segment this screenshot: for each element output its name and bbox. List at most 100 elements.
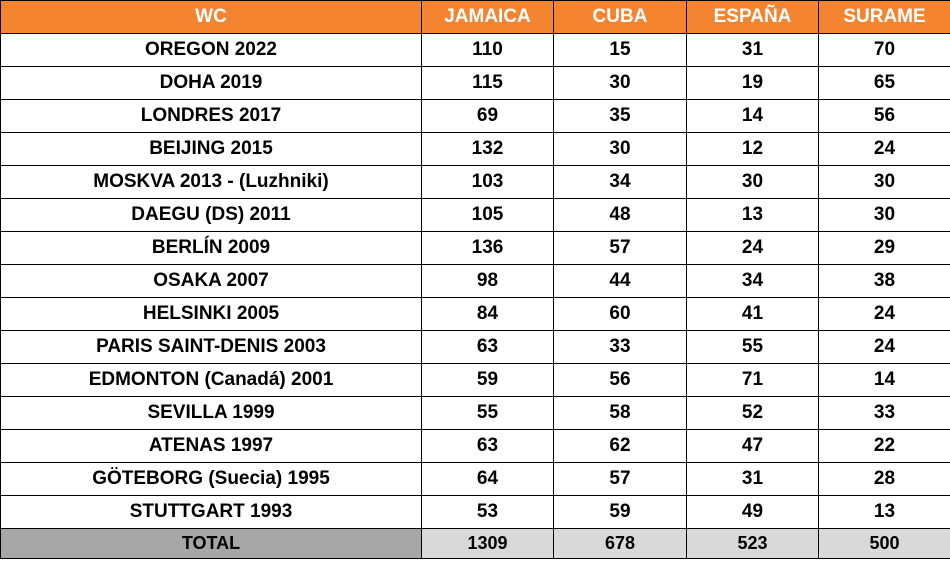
table-row: MOSKVA 2013 - (Luzhniki) 103 34 30 30 [0,165,950,199]
value-cell: 31 [686,462,819,496]
value-cell: 65 [818,66,950,100]
value-cell: 24 [818,132,950,166]
value-cell: 34 [686,264,819,298]
row-label-cell: BERLÍN 2009 [0,231,422,265]
row-label-cell: DAEGU (DS) 2011 [0,198,422,232]
table-row: OSAKA 2007 98 44 34 38 [0,264,950,298]
value-cell: 70 [818,33,950,67]
column-header-españa: ESPAÑA [686,0,819,34]
value-cell: 56 [818,99,950,133]
total-value-cell: 678 [553,528,687,559]
value-cell: 30 [553,66,687,100]
row-label-cell: PARIS SAINT-DENIS 2003 [0,330,422,364]
value-cell: 29 [818,231,950,265]
value-cell: 58 [553,396,687,430]
row-label-cell: OREGON 2022 [0,33,422,67]
table-row: BERLÍN 2009 136 57 24 29 [0,231,950,265]
table-body: OREGON 2022 110 15 31 70 DOHA 2019 115 30 19 65 LO… [0,33,950,529]
value-cell: 30 [818,165,950,199]
value-cell: 55 [421,396,554,430]
row-label-cell: DOHA 2019 [0,66,422,100]
value-cell: 98 [421,264,554,298]
value-cell: 60 [553,297,687,331]
value-cell: 28 [818,462,950,496]
value-cell: 48 [553,198,687,232]
value-cell: 63 [421,429,554,463]
value-cell: 62 [553,429,687,463]
table-row: BEIJING 2015 132 30 12 24 [0,132,950,166]
value-cell: 55 [686,330,819,364]
row-label-cell: MOSKVA 2013 - (Luzhniki) [0,165,422,199]
table-row: GÖTEBORG (Suecia) 1995 64 57 31 28 [0,462,950,496]
value-cell: 110 [421,33,554,67]
table-row: DOHA 2019 115 30 19 65 [0,66,950,100]
value-cell: 33 [818,396,950,430]
value-cell: 15 [553,33,687,67]
value-cell: 132 [421,132,554,166]
value-cell: 30 [553,132,687,166]
value-cell: 49 [686,495,819,529]
value-cell: 103 [421,165,554,199]
column-header-jamaica: JAMAICA [421,0,554,34]
value-cell: 31 [686,33,819,67]
column-header-surame: SURAME [818,0,950,34]
value-cell: 41 [686,297,819,331]
value-cell: 52 [686,396,819,430]
value-cell: 59 [421,363,554,397]
value-cell: 19 [686,66,819,100]
value-cell: 44 [553,264,687,298]
column-header-wc: WC [0,0,422,34]
value-cell: 30 [686,165,819,199]
value-cell: 38 [818,264,950,298]
value-cell: 12 [686,132,819,166]
value-cell: 47 [686,429,819,463]
total-value-cell: 500 [818,528,950,559]
value-cell: 14 [686,99,819,133]
table-row: LONDRES 2017 69 35 14 56 [0,99,950,133]
total-row: TOTAL 1309 678 523 500 [0,528,950,559]
column-header-cuba: CUBA [553,0,687,34]
value-cell: 71 [686,363,819,397]
table-row: PARIS SAINT-DENIS 2003 63 33 55 24 [0,330,950,364]
total-label-cell: TOTAL [0,528,422,559]
value-cell: 24 [818,297,950,331]
value-cell: 105 [421,198,554,232]
table-row: SEVILLA 1999 55 58 52 33 [0,396,950,430]
value-cell: 13 [818,495,950,529]
value-cell: 53 [421,495,554,529]
value-cell: 14 [818,363,950,397]
table-row: HELSINKI 2005 84 60 41 24 [0,297,950,331]
row-label-cell: GÖTEBORG (Suecia) 1995 [0,462,422,496]
total-value-cell: 523 [686,528,819,559]
value-cell: 34 [553,165,687,199]
row-label-cell: HELSINKI 2005 [0,297,422,331]
row-label-cell: EDMONTON (Canadá) 2001 [0,363,422,397]
value-cell: 59 [553,495,687,529]
value-cell: 24 [818,330,950,364]
row-label-cell: OSAKA 2007 [0,264,422,298]
value-cell: 57 [553,231,687,265]
row-label-cell: STUTTGART 1993 [0,495,422,529]
value-cell: 24 [686,231,819,265]
value-cell: 136 [421,231,554,265]
table-row: OREGON 2022 110 15 31 70 [0,33,950,67]
table-row: EDMONTON (Canadá) 2001 59 56 71 14 [0,363,950,397]
value-cell: 84 [421,297,554,331]
table-row: STUTTGART 1993 53 59 49 13 [0,495,950,529]
table-row: ATENAS 1997 63 62 47 22 [0,429,950,463]
value-cell: 33 [553,330,687,364]
header-row: WC JAMAICA CUBA ESPAÑA SURAME [0,0,950,34]
value-cell: 69 [421,99,554,133]
value-cell: 13 [686,198,819,232]
row-label-cell: BEIJING 2015 [0,132,422,166]
value-cell: 22 [818,429,950,463]
value-cell: 57 [553,462,687,496]
value-cell: 63 [421,330,554,364]
row-label-cell: LONDRES 2017 [0,99,422,133]
row-label-cell: SEVILLA 1999 [0,396,422,430]
value-cell: 64 [421,462,554,496]
value-cell: 30 [818,198,950,232]
value-cell: 115 [421,66,554,100]
value-cell: 56 [553,363,687,397]
